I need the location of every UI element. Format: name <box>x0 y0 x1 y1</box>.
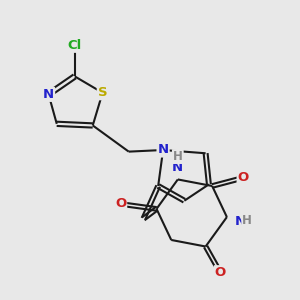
Text: H: H <box>242 214 252 227</box>
Text: S: S <box>98 86 107 99</box>
Text: N: N <box>158 143 169 157</box>
Text: O: O <box>115 197 126 211</box>
Text: N: N <box>235 215 246 229</box>
Text: O: O <box>238 171 249 184</box>
Text: N: N <box>172 161 183 175</box>
Text: H: H <box>173 150 183 163</box>
Text: Cl: Cl <box>68 39 82 52</box>
Text: O: O <box>215 266 226 279</box>
Text: N: N <box>43 88 54 101</box>
